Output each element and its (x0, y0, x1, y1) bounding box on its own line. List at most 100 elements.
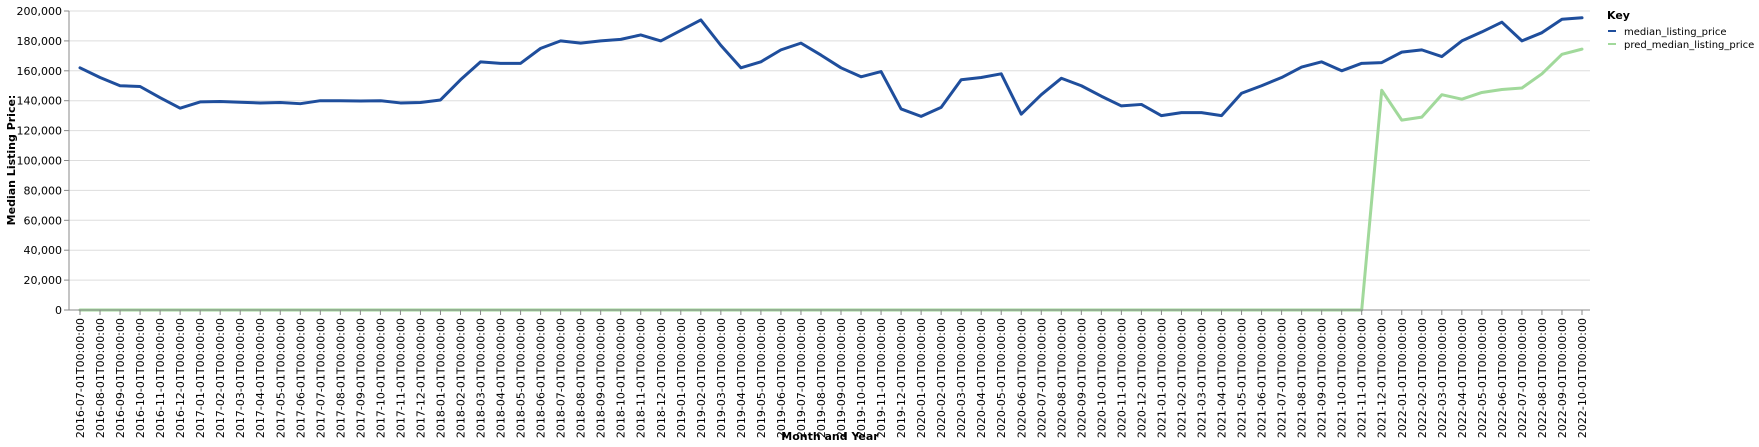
y-tick-label: 200,000 (17, 5, 63, 18)
legend: Key median_listing_price pred_median_list… (1607, 9, 1754, 51)
x-tick-label: 2016-12-01T00:00:00 (174, 318, 187, 438)
x-tick-label: 2019-09-01T00:00:00 (835, 318, 848, 438)
x-tick-label: 2021-03-01T00:00:00 (1195, 318, 1208, 438)
x-tick-label: 2020-12-01T00:00:00 (1135, 318, 1148, 438)
x-tick-label: 2019-10-01T00:00:00 (855, 318, 868, 438)
x-tick-label: 2020-06-01T00:00:00 (1015, 318, 1028, 438)
legend-label: median_listing_price (1624, 27, 1727, 38)
x-tick-label: 2017-08-01T00:00:00 (334, 318, 347, 438)
x-tick-label: 2019-11-01T00:00:00 (875, 318, 888, 438)
x-tick-label: 2017-12-01T00:00:00 (414, 318, 427, 438)
legend-label: pred_median_listing_price (1624, 40, 1754, 51)
series-lines (78, 16, 1584, 312)
y-tick-label: 80,000 (24, 184, 63, 197)
x-tick-label: 2022-06-01T00:00:00 (1496, 318, 1509, 438)
x-tick-label: 2022-08-01T00:00:00 (1536, 318, 1549, 438)
x-tick-label: 2018-02-01T00:00:00 (455, 318, 468, 438)
x-tick-label: 2017-02-01T00:00:00 (214, 318, 227, 438)
x-tick-label: 2019-05-01T00:00:00 (755, 318, 768, 438)
x-tick-label: 2017-07-01T00:00:00 (314, 318, 327, 438)
legend-items: median_listing_price pred_median_listing_… (1608, 27, 1754, 51)
x-tick-label: 2020-09-01T00:00:00 (1075, 318, 1088, 438)
x-tick-label: 2019-02-01T00:00:00 (695, 318, 708, 438)
y-tick-label: 60,000 (24, 214, 63, 227)
x-tick-label: 2020-08-01T00:00:00 (1055, 318, 1068, 438)
x-tick-label: 2020-10-01T00:00:00 (1095, 318, 1108, 438)
x-tick-label: 2021-07-01T00:00:00 (1276, 318, 1289, 438)
x-axis-title: Month and Year (781, 430, 879, 443)
y-tick-label: 20,000 (24, 274, 63, 287)
x-tick-label: 2019-12-01T00:00:00 (895, 318, 908, 438)
x-tick-label: 2018-04-01T00:00:00 (495, 318, 508, 438)
x-tick-label: 2020-05-01T00:00:00 (995, 318, 1008, 438)
x-tick-label: 2018-06-01T00:00:00 (535, 318, 548, 438)
x-tick-label: 2022-07-01T00:00:00 (1516, 318, 1529, 438)
x-tick-label: 2018-03-01T00:00:00 (475, 318, 488, 438)
x-tick-label: 2022-02-01T00:00:00 (1416, 318, 1429, 438)
x-tick-label: 2022-09-01T00:00:00 (1556, 318, 1569, 438)
x-tick-label: 2016-11-01T00:00:00 (154, 318, 167, 438)
x-tick-label: 2018-07-01T00:00:00 (555, 318, 568, 438)
x-tick-label: 2016-10-01T00:00:00 (134, 318, 147, 438)
x-tick-label: 2019-03-01T00:00:00 (715, 318, 728, 438)
x-tick-label: 2018-08-01T00:00:00 (575, 318, 588, 438)
x-tick-label: 2017-10-01T00:00:00 (374, 318, 387, 438)
gridlines (69, 10, 1590, 311)
x-tick-label: 2019-07-01T00:00:00 (795, 318, 808, 438)
x-tick-label: 2020-02-01T00:00:00 (935, 318, 948, 438)
x-tick-label: 2016-08-01T00:00:00 (94, 318, 107, 438)
x-tick-label: 2017-05-01T00:00:00 (274, 318, 287, 438)
series-line-pred-median-listing-price (78, 47, 1584, 312)
x-tick-label: 2022-05-01T00:00:00 (1476, 318, 1489, 438)
x-tick-label: 2017-03-01T00:00:00 (234, 318, 247, 438)
x-tick-label: 2017-06-01T00:00:00 (294, 318, 307, 438)
x-tick-label: 2021-10-01T00:00:00 (1336, 318, 1349, 438)
x-tick-label: 2018-09-01T00:00:00 (595, 318, 608, 438)
x-tick-label: 2021-08-01T00:00:00 (1296, 318, 1309, 438)
y-tick-label: 160,000 (17, 65, 63, 78)
x-tick-label: 2019-01-01T00:00:00 (675, 318, 688, 438)
x-tick-label: 2019-04-01T00:00:00 (735, 318, 748, 438)
x-tick-label: 2020-04-01T00:00:00 (975, 318, 988, 438)
y-tick-label: 40,000 (24, 244, 63, 257)
x-tick-label: 2017-04-01T00:00:00 (254, 318, 267, 438)
x-tick-label: 2021-02-01T00:00:00 (1175, 318, 1188, 438)
x-tick-label: 2021-09-01T00:00:00 (1316, 318, 1329, 438)
x-tick-label: 2018-05-01T00:00:00 (515, 318, 528, 438)
y-tick-label: 140,000 (17, 95, 63, 108)
x-tick-label: 2022-03-01T00:00:00 (1436, 318, 1449, 438)
x-tick-label: 2022-01-01T00:00:00 (1396, 318, 1409, 438)
x-tick-label: 2020-07-01T00:00:00 (1035, 318, 1048, 438)
x-tick-label: 2021-05-01T00:00:00 (1236, 318, 1249, 438)
x-tick-label: 2020-11-01T00:00:00 (1115, 318, 1128, 438)
x-tick-label: 2018-01-01T00:00:00 (434, 318, 447, 438)
x-tick-label: 2021-11-01T00:00:00 (1356, 318, 1369, 438)
x-tick-label: 2021-01-01T00:00:00 (1155, 318, 1168, 438)
x-tick-label: 2018-12-01T00:00:00 (655, 318, 668, 438)
y-tick-label: 100,000 (17, 155, 63, 168)
x-tick-label: 2022-10-01T00:00:00 (1576, 318, 1589, 438)
y-tick-label: 120,000 (17, 125, 63, 138)
x-tick-label: 2020-01-01T00:00:00 (915, 318, 928, 438)
x-tick-label: 2021-12-01T00:00:00 (1376, 318, 1389, 438)
x-tick-label: 2016-07-01T00:00:00 (74, 318, 87, 438)
x-tick-label: 2016-09-01T00:00:00 (114, 318, 127, 438)
x-tick-label: 2021-04-01T00:00:00 (1216, 318, 1229, 438)
x-tick-label: 2017-09-01T00:00:00 (354, 318, 367, 438)
x-tick-label: 2019-08-01T00:00:00 (815, 318, 828, 438)
series-line-median-listing-price (78, 16, 1584, 118)
x-tick-label: 2018-10-01T00:00:00 (615, 318, 628, 438)
x-tick-label: 2017-01-01T00:00:00 (194, 318, 207, 438)
y-axis-title: Median Listing Price: (5, 95, 18, 226)
x-tick-label: 2019-06-01T00:00:00 (775, 318, 788, 438)
x-tick-label: 2020-03-01T00:00:00 (955, 318, 968, 438)
x-axis-ticks: 2016-07-01T00:00:00 2016-08-01T00:00:00 20… (74, 310, 1589, 438)
y-tick-label: 180,000 (17, 35, 63, 48)
x-tick-label: 2017-11-01T00:00:00 (394, 318, 407, 438)
x-tick-label: 2018-11-01T00:00:00 (635, 318, 648, 438)
y-tick-label: 0 (55, 304, 62, 317)
x-tick-label: 2021-06-01T00:00:00 (1256, 318, 1269, 438)
legend-title: Key (1607, 9, 1630, 22)
x-tick-label: 2022-04-01T00:00:00 (1456, 318, 1469, 438)
